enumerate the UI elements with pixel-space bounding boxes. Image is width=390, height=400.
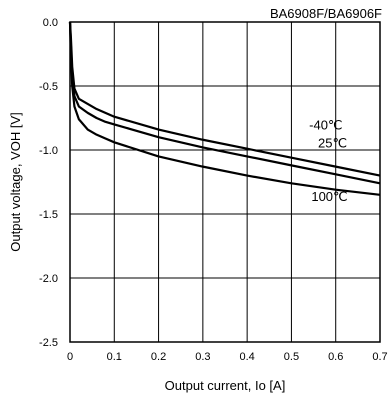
x-tick-label: 0.5 [284,351,299,363]
y-tick-label: -2.0 [39,273,58,285]
x-tick-label: 0.4 [239,351,254,363]
y-tick-label: -1.0 [39,145,58,157]
x-tick-labels: 0 0.1 0.2 0.3 0.4 0.5 0.6 0.7 [67,351,388,363]
y-tick-labels: 0.0 -0.5 -1.0 -1.5 -2.0 -2.5 [39,17,58,349]
chart-title: BA6908F/BA6906F [270,6,382,21]
y-tick-label: -0.5 [39,81,58,93]
x-tick-label: 0.7 [372,351,387,363]
x-tick-label: 0.3 [195,351,210,363]
y-tick-label: -2.5 [39,337,58,349]
plot-frame [69,21,381,343]
series-line [68,21,381,185]
series-line [68,21,381,196]
x-tick-label: 0 [67,351,73,363]
x-tick-label: 0.1 [107,351,122,363]
series-lines [68,21,381,196]
y-axis-label: Output voltage, VOH [V] [8,112,23,251]
series-label: 100℃ [311,189,347,204]
x-tick-label: 0.2 [151,351,166,363]
y-tick-label: -1.5 [39,209,58,221]
series-label: -40℃ [309,118,342,133]
y-tick-label: 0.0 [43,17,58,29]
grid [69,21,381,343]
series-labels: -40℃ 25℃ 100℃ [309,118,348,205]
x-axis-label: Output current, Io [A] [165,378,286,393]
x-tick-label: 0.6 [328,351,343,363]
series-label: 25℃ [318,135,347,150]
